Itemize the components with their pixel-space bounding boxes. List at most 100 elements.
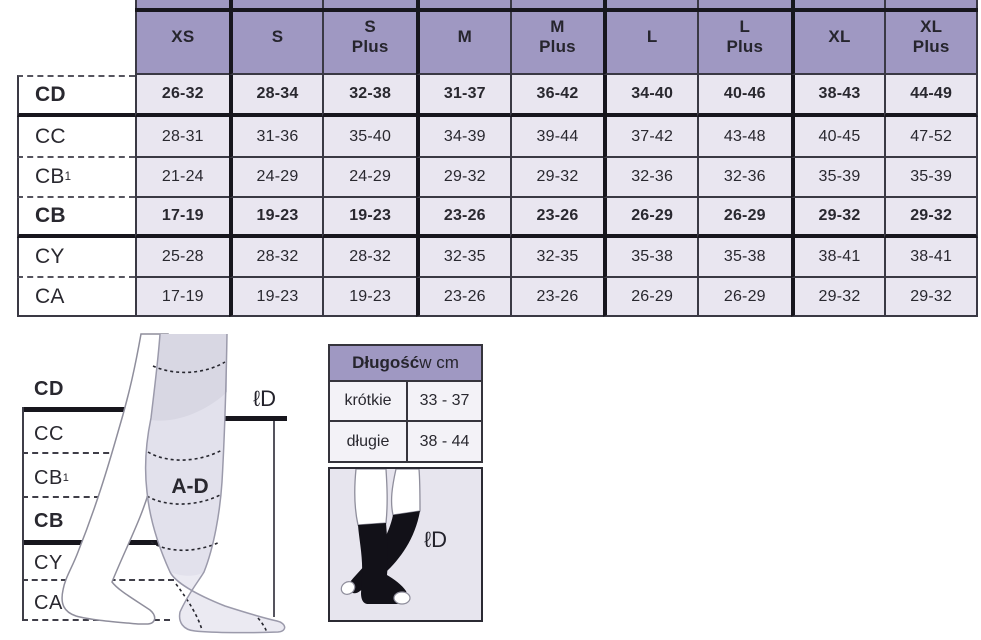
size-col-header-m-plus: M Plus [509,0,604,75]
size-cell: 19-23 [228,278,323,317]
size-cell: 26-29 [696,278,791,317]
size-cell: 26-29 [603,278,697,317]
stocking-foot-shade [170,572,285,633]
size-col-header-l-plus: L Plus [696,0,791,75]
diagram-label-cb1: CB 1 [34,466,70,489]
ad-measure-label: A-D [171,475,209,498]
size-cell: 32-38 [322,75,416,117]
size-cell: 38-43 [790,75,885,117]
size-cell: 29-32 [884,278,978,317]
size-cell: 29-32 [415,158,510,198]
pictogram-back-toe [340,581,356,595]
stocking-leg-outline [144,333,286,634]
pictogram-back-calf [390,468,421,516]
length-row: długie 38 - 44 [330,422,481,461]
size-cell: 32-35 [415,238,510,278]
length-header-rest: w cm [419,353,459,372]
size-cell: 28-32 [322,238,416,278]
legs-illustration [61,333,286,634]
size-cell: 28-31 [135,117,229,158]
size-row-label-cd: CD [17,75,135,117]
size-cell: 35-38 [603,238,697,278]
length-row-value: 38 - 44 [419,432,470,450]
size-cell: 23-26 [509,278,604,317]
measure-line-cd [22,407,170,412]
diagram-label-cb: CB [34,509,64,532]
size-cell: 21-24 [135,158,229,198]
size-cell: 35-39 [790,158,885,198]
measure-line-cb1 [22,496,172,498]
size-cell: 28-32 [228,238,323,278]
size-cell: 26-29 [696,198,791,238]
size-row-label-cy: CY [17,238,135,278]
stocking-pictogram [340,468,421,605]
size-cell: 23-26 [509,198,604,238]
size-row-label-ca: CA [17,278,135,317]
size-table-corner [17,0,135,75]
size-col-header-xl: XL [790,0,885,75]
size-cell: 32-35 [509,238,604,278]
size-col-header-s-plus: S Plus [322,0,416,75]
size-row-label-cb1: CB 1 [17,158,135,198]
size-col-header-s: S [228,0,323,75]
stocking-pictogram-box [328,467,483,622]
size-cell: 26-32 [135,75,229,117]
length-label-diagram: ℓD [253,386,276,411]
size-cell: 17-19 [135,278,229,317]
length-header-bold: Długość [352,353,420,372]
size-cell: 23-26 [415,278,510,317]
size-cell: 47-52 [884,117,978,158]
size-cell: 38-41 [884,238,978,278]
size-cell: 31-36 [228,117,323,158]
size-table: XS S S Plus M M Plus L L Plus XL XL Plus CD 26-32 28-34… [17,0,978,317]
size-cell: 19-23 [322,278,416,317]
size-cell: 35-40 [322,117,416,158]
size-table-top-border [135,8,978,12]
length-measure-line-vertical [273,421,275,617]
length-row-label: krótkie [330,382,408,420]
length-table-rows: krótkie 33 - 37 długie 38 - 44 [330,382,481,461]
size-cell: 17-19 [135,198,229,238]
size-cell: 32-36 [603,158,697,198]
size-cell: 24-29 [322,158,416,198]
diagram-label-cc: CC [34,422,64,445]
size-cell: 35-39 [884,158,978,198]
size-cell: 36-42 [509,75,604,117]
size-cell: 34-40 [603,75,697,117]
size-cell: 29-32 [509,158,604,198]
size-cell: 40-45 [790,117,885,158]
size-cell: 25-28 [135,238,229,278]
size-cell: 38-41 [790,238,885,278]
size-cell: 23-26 [415,198,510,238]
length-table: Długość w cm krótkie 33 - 37 długie 38 - 44 [328,344,483,463]
stocking-thigh-shade [151,334,227,421]
pictogram-front-sock [358,523,409,604]
size-cell: 29-32 [884,198,978,238]
size-cell: 31-37 [415,75,510,117]
size-col-header-xl-plus: XL Plus [884,0,978,75]
diagram-label-cy: CY [34,551,63,574]
length-row: krótkie 33 - 37 [330,382,481,422]
size-cell: 29-32 [790,278,885,317]
length-measure-line [224,416,287,421]
length-row-label: długie [330,422,408,461]
size-cell: 43-48 [696,117,791,158]
size-col-header-l: L [603,0,697,75]
length-row-value: 33 - 37 [419,392,470,409]
size-cell: 19-23 [322,198,416,238]
size-col-header-xs: XS [135,0,229,75]
size-cell: 39-44 [509,117,604,158]
size-cell: 35-38 [696,238,791,278]
stocking-dashed-marks [146,361,268,634]
size-row-label-cb: CB [17,198,135,238]
pictogram-front-toe [393,591,411,605]
pictogram-front-calf [354,468,388,526]
size-col-header-m: M [415,0,510,75]
size-cell: 28-34 [228,75,323,117]
size-cell: 29-32 [790,198,885,238]
measure-line-vertical [22,407,24,621]
length-label-pictogram: ℓD [424,527,447,552]
size-cell: 19-23 [228,198,323,238]
size-cell: 34-39 [415,117,510,158]
